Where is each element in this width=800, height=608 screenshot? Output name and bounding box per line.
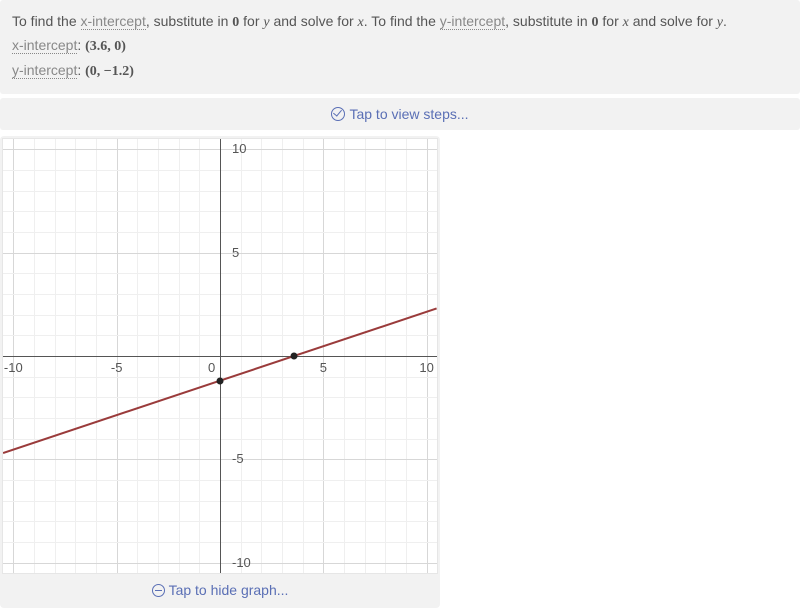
text: To find the [12,13,81,29]
text: and solve for [270,13,358,29]
axis-tick-label: 5 [232,245,239,260]
axis-tick-label: -5 [232,451,244,466]
graph-panel: -10 -5 0 5 10 10 5 -5 -10 Tap to hide graph... [0,136,440,608]
plot-point [291,352,298,359]
text: for [239,13,263,29]
axis-tick-label: -10 [232,555,251,570]
x-intercept-value: (3.6, 0) [85,39,126,54]
axis-tick-label: 10 [232,141,246,156]
axis-tick-label: 5 [320,360,327,375]
axis-tick-label: -10 [4,360,23,375]
view-steps-label: Tap to view steps... [349,106,468,122]
math-zero: 0 [592,15,599,30]
text: , substitute in [146,13,232,29]
y-intercept-result: y-intercept: (0, −1.2) [12,59,788,84]
y-intercept-value: (0, −1.2) [85,64,134,79]
text: . [723,13,727,29]
explanation-text: To find the x-intercept, substitute in 0… [12,10,788,34]
text: for [599,13,623,29]
explanation-panel: To find the x-intercept, substitute in 0… [0,0,800,94]
minus-icon [152,584,165,597]
view-steps-button[interactable]: Tap to view steps... [0,98,800,130]
axis-tick-label: 10 [419,360,433,375]
text: , substitute in [505,13,591,29]
axis-tick-label: 0 [208,360,215,375]
term-y-intercept[interactable]: y-intercept [12,62,77,79]
graph-canvas[interactable]: -10 -5 0 5 10 10 5 -5 -10 [2,138,438,574]
term-y-intercept[interactable]: y-intercept [440,13,505,30]
text: and solve for [629,13,717,29]
text: . To find the [364,13,440,29]
y-axis [220,139,221,573]
check-icon [331,107,345,121]
x-intercept-result: x-intercept: (3.6, 0) [12,34,788,59]
term-x-intercept[interactable]: x-intercept [81,13,146,30]
term-x-intercept[interactable]: x-intercept [12,37,77,54]
hide-graph-button[interactable]: Tap to hide graph... [2,574,438,606]
axis-tick-label: -5 [111,360,123,375]
hide-graph-label: Tap to hide graph... [169,582,289,598]
plot-point [217,377,224,384]
